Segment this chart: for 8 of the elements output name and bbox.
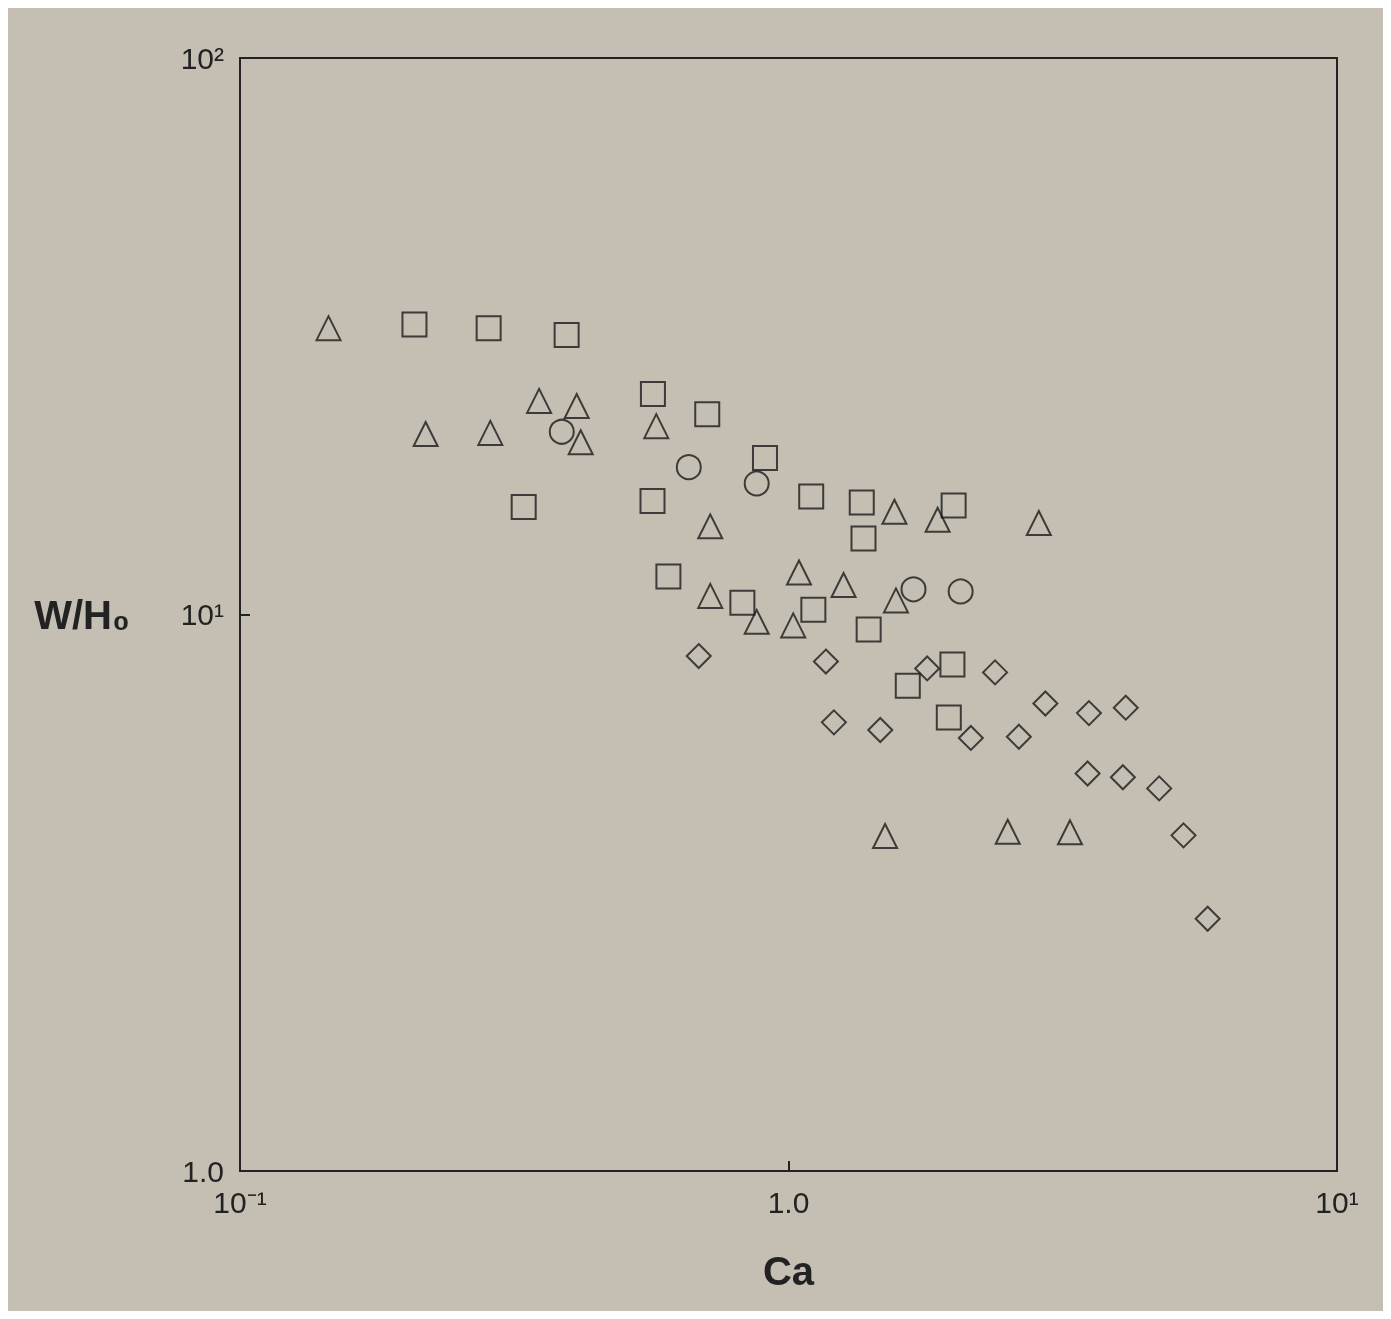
y-tick-label: 1.0 bbox=[182, 1154, 224, 1188]
x-tick-label: 1.0 bbox=[767, 1185, 810, 1219]
x-tick-label: 10¹ bbox=[1315, 1185, 1359, 1219]
x-tick-label: 10⁻¹ bbox=[213, 1185, 267, 1219]
x-axis-title: Ca bbox=[762, 1249, 815, 1293]
y-tick-label: 10¹ bbox=[180, 598, 225, 631]
y-axis-title: W/H₀ bbox=[34, 592, 130, 637]
y-tick-label: 10² bbox=[180, 41, 225, 75]
